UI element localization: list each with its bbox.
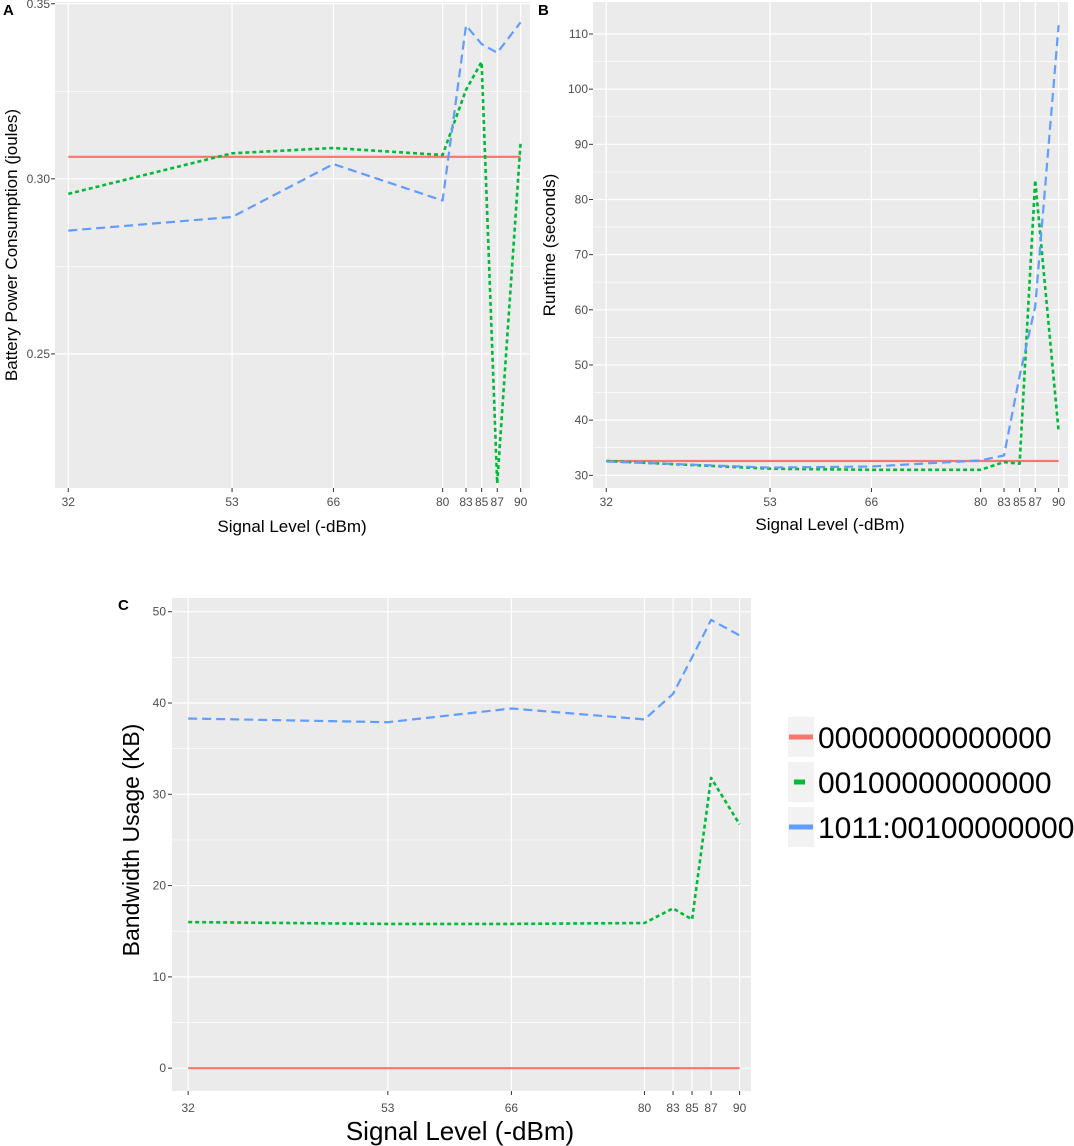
x-tick-label: 90 — [1052, 495, 1066, 509]
x-tick-label: 53 — [763, 495, 777, 509]
x-tick-label: 87 — [1029, 495, 1043, 509]
panel-c-label: C — [118, 597, 129, 614]
legend: 00000000000000 00100000000000 1011:00100… — [788, 717, 1074, 847]
x-tick-label: 90 — [514, 495, 528, 509]
panel-a-label: A — [3, 2, 14, 19]
y-tick-label: 40 — [153, 696, 167, 710]
y-tick-label: 10 — [153, 970, 167, 984]
series-line-1011-001000000001 — [606, 25, 1060, 469]
x-tick-label: 85 — [475, 495, 489, 509]
panel-b-label: B — [538, 2, 549, 19]
series-line-1011-001000000001 — [68, 21, 522, 232]
panel-a-ylabel: Battery Power Consumption (joules) — [2, 109, 21, 381]
x-tick-label: 83 — [997, 495, 1011, 509]
y-tick-label: 50 — [153, 605, 167, 619]
series-line-00100000000000 — [67, 60, 522, 485]
legend-entry-00000000000000: 00000000000000 — [788, 717, 1052, 757]
y-tick-label: 110 — [569, 27, 588, 41]
y-tick-label: 100 — [568, 82, 588, 96]
y-tick-label: 70 — [575, 248, 589, 262]
y-tick-label: 90 — [575, 137, 589, 151]
x-tick-label: 66 — [865, 495, 879, 509]
y-tick-label: 40 — [575, 413, 589, 427]
y-tick-label: 80 — [575, 192, 589, 206]
x-tick-label: 66 — [505, 1101, 519, 1115]
y-tick-label: 60 — [575, 303, 589, 317]
y-tick-label: 50 — [575, 358, 589, 372]
panel-b-background — [593, 2, 1068, 488]
legend-entry-1011-001000000001: 1011:001000000001 — [788, 807, 1074, 847]
legend-entry-00100000000000: 00100000000000 — [788, 762, 1052, 802]
x-tick-label: 80 — [436, 495, 450, 509]
legend-label-00100000000000: 00100000000000 — [818, 767, 1052, 800]
y-tick-label: 30 — [575, 468, 589, 482]
x-tick-label: 32 — [181, 1101, 195, 1115]
panel-c: C 0 10 20 30 40 50 32 53 66 80 83 85 87 90 Signal Lev… — [118, 597, 751, 1146]
x-tick-label: 83 — [666, 1101, 680, 1115]
panel-b-ylabel: Runtime (seconds) — [540, 174, 559, 317]
y-tick-label: 0.25 — [27, 347, 51, 361]
y-tick-label: 30 — [153, 787, 167, 801]
x-tick-label: 85 — [685, 1101, 699, 1115]
legend-label-1011-001000000001: 1011:001000000001 — [818, 812, 1074, 845]
panel-a: A 0.25 0.30 0.35 32 53 66 80 83 85 87 90 Signal Le… — [2, 0, 530, 536]
panel-a-xlabel: Signal Level (-dBm) — [217, 517, 366, 536]
panel-c-xlabel: Signal Level (-dBm) — [346, 1116, 574, 1146]
legend-label-00000000000000: 00000000000000 — [818, 722, 1052, 755]
x-tick-label: 53 — [225, 495, 239, 509]
x-tick-label: 66 — [327, 495, 341, 509]
x-tick-label: 85 — [1013, 495, 1027, 509]
y-tick-label: 20 — [153, 879, 167, 893]
x-tick-label: 32 — [62, 495, 76, 509]
panel-a-background — [55, 2, 530, 488]
y-tick-label: 0 — [159, 1061, 166, 1075]
x-tick-label: 53 — [381, 1101, 395, 1115]
y-tick-label: 0.35 — [27, 0, 51, 11]
y-tick-label: 0.30 — [27, 172, 51, 186]
x-tick-label: 80 — [974, 495, 988, 509]
x-tick-label: 87 — [704, 1101, 718, 1115]
series-line-00100000000000 — [188, 776, 741, 926]
series-line-00100000000000 — [606, 178, 1060, 472]
panel-b: B 30 40 50 60 70 80 90 100 110 32 53 66 80 83 85 87 90 S… — [538, 2, 1068, 534]
x-tick-label: 32 — [600, 495, 614, 509]
x-tick-label: 83 — [459, 495, 473, 509]
panel-b-xlabel: Signal Level (-dBm) — [755, 515, 904, 534]
panel-c-ylabel: Bandwidth Usage (KB) — [118, 724, 144, 957]
x-tick-label: 90 — [733, 1101, 747, 1115]
x-tick-label: 80 — [638, 1101, 652, 1115]
panel-c-background — [172, 598, 751, 1091]
series-line-1011-001000000001 — [188, 618, 741, 724]
x-tick-label: 87 — [491, 495, 505, 509]
